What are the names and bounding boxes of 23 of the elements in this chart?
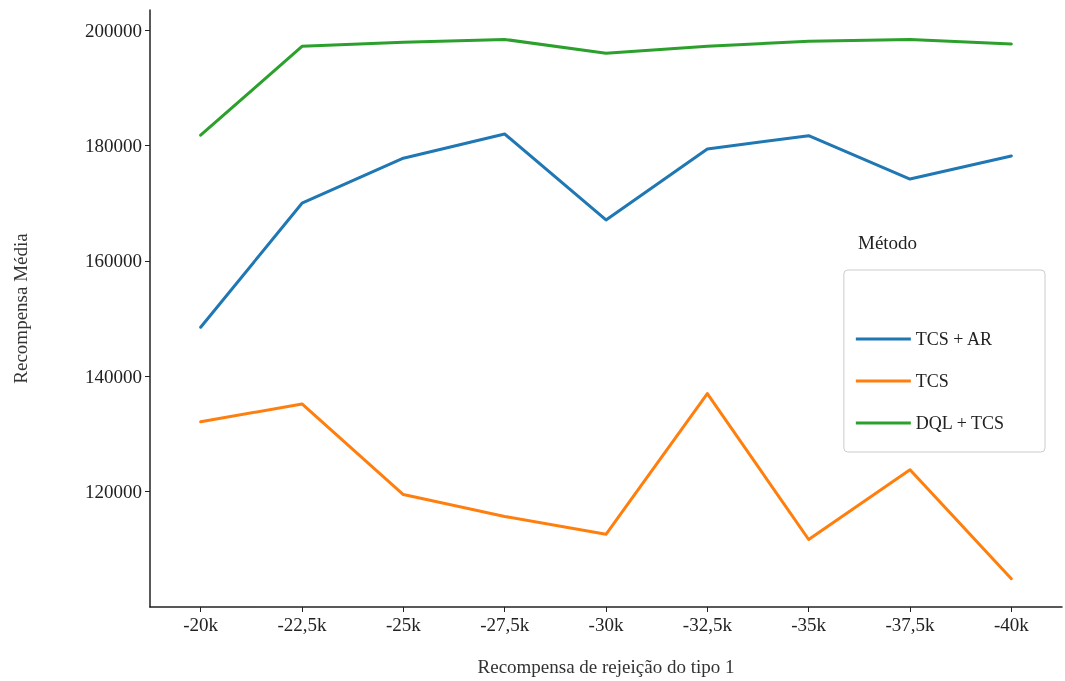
y-tick-label: 160000: [85, 250, 142, 272]
x-tick-label: -25k: [385, 614, 422, 635]
y-tick-label: 200000: [85, 19, 142, 41]
x-tick-label: -35k: [791, 614, 827, 635]
x-tick-label: -20k: [183, 614, 219, 635]
x-tick-label: -40k: [993, 614, 1030, 635]
x-tick-label: -37,5k: [885, 614, 936, 635]
y-tick-label: 180000: [85, 135, 142, 157]
x-tick-label: -30k: [588, 614, 624, 635]
y-axis-title: Recompensa Média: [10, 232, 31, 384]
x-tick-label: -32,5k: [682, 614, 733, 635]
legend-title: Método: [858, 232, 918, 254]
legend-label: DQL + TCS: [915, 413, 1005, 433]
line-series: [199, 132, 1013, 329]
x-tick-label: -27,5k: [480, 614, 530, 635]
line-series: [199, 37, 1013, 137]
y-tick-label: 120000: [85, 481, 142, 503]
legend-label: TCS: [915, 371, 949, 391]
x-tick-label: -22,5k: [277, 614, 328, 635]
x-axis-title: Recompensa de rejeição do tipo 1: [477, 656, 735, 677]
line-series: [199, 392, 1013, 581]
y-tick-label: 140000: [85, 365, 142, 387]
legend-label: TCS + AR: [915, 329, 993, 349]
